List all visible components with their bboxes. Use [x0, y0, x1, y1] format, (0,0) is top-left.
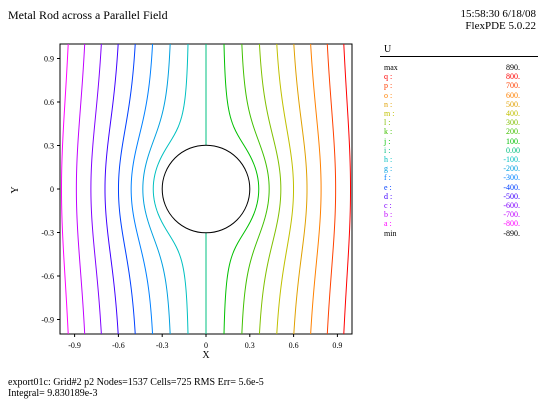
footer-grid-stats: export01c: Grid#2 p2 Nodes=1537 Cells=72… [8, 377, 264, 388]
timestamp-block: 15:58:30 6/18/08 FlexPDE 5.0.22 [461, 8, 536, 32]
contour-line-c [90, 43, 102, 335]
legend-level-value: -500. [503, 191, 520, 201]
x-axis-label: X [202, 350, 210, 361]
legend-level-label: n : [384, 99, 393, 109]
legend-level-value: -200. [503, 164, 520, 174]
footer-integral: Integral= 9.830189e-3 [8, 388, 98, 399]
legend-level-label: o : [384, 90, 393, 100]
contour-line-b [75, 43, 86, 335]
x-tick-label: 0 [204, 341, 208, 350]
legend-level-value: -400. [503, 182, 520, 192]
contour-line-a [60, 43, 69, 335]
legend-level-value: 890. [506, 63, 520, 72]
legend-level-value: 0.00 [506, 145, 520, 155]
legend-level-label: max [384, 63, 398, 72]
x-tick-label: 0.9 [332, 341, 342, 350]
x-tick-label: -0.9 [68, 341, 81, 350]
y-axis-ticks: 0.9 0.6 0.3 0 -0.3 -0.6 -0.9 [41, 55, 60, 325]
legend-level-label: p : [384, 81, 393, 91]
legend-level-value: 100. [506, 136, 520, 146]
x-tick-label: -0.6 [112, 341, 125, 350]
contour-line-f [130, 43, 154, 335]
legend-level-label: min [384, 228, 397, 238]
legend-level-label: a : [384, 219, 392, 229]
y-tick-label: 0.3 [44, 142, 54, 151]
legend-level-value: -800. [503, 219, 520, 229]
legend-level-value: 600. [506, 90, 520, 100]
legend-level-label: c : [384, 201, 392, 210]
legend-level-value: -300. [503, 173, 520, 183]
contour-line-h [152, 43, 189, 335]
contour-line-n [293, 43, 308, 335]
legend-level-value: -890. [503, 228, 520, 238]
footer-stats: export01c: Grid#2 p2 Nodes=1537 Cells=72… [8, 377, 264, 399]
contour-line-q [343, 43, 352, 335]
contour-line-e [117, 43, 136, 335]
y-tick-label: -0.6 [41, 272, 54, 281]
x-tick-label: 0.6 [289, 341, 299, 350]
legend-level-value: -600. [503, 201, 520, 210]
legend-level-label: l : [384, 118, 391, 128]
timestamp: 15:58:30 6/18/08 [460, 8, 536, 20]
contour-lines [60, 43, 352, 335]
y-tick-label: -0.9 [41, 316, 54, 325]
legend-level-label: i : [384, 145, 391, 155]
x-axis-ticks: -0.9 -0.6 -0.3 0 0.3 0.6 0.9 [68, 334, 342, 350]
software-version: FlexPDE 5.0.22 [465, 20, 536, 32]
contour-line-j [223, 43, 260, 335]
y-tick-label: 0.9 [44, 55, 54, 64]
legend-level-label: q : [384, 72, 393, 82]
legend-divider [380, 56, 538, 57]
contour-line-d [104, 43, 119, 335]
x-tick-label: 0.3 [245, 341, 255, 350]
legend-level-label: g : [384, 164, 393, 174]
contour-line-o [310, 43, 322, 335]
contour-line-l [258, 43, 282, 335]
legend-level-value: 700. [506, 81, 520, 91]
legend-level-value: -100. [503, 155, 520, 164]
y-tick-label: 0 [50, 185, 54, 194]
legend-level-value: -700. [503, 210, 520, 220]
contour-line-k [241, 43, 270, 335]
y-axis-label: Y [10, 186, 21, 193]
plot-title: Metal Rod across a Parallel Field [8, 8, 168, 22]
x-tick-label: -0.3 [156, 341, 169, 350]
contour-line-p [326, 43, 337, 335]
legend-level-label: f : [384, 173, 391, 183]
legend-level-label: d : [384, 191, 393, 201]
legend-level-value: 800. [506, 72, 520, 82]
legend-level-label: j : [384, 136, 391, 146]
y-tick-label: -0.3 [41, 229, 54, 238]
y-tick-label: 0.6 [44, 98, 54, 107]
metal-rod-boundary [161, 144, 251, 234]
legend-level-value: 300. [506, 118, 520, 128]
legend-level-value: 200. [506, 127, 520, 137]
legend-level-value: 400. [506, 109, 520, 118]
legend-title: U [384, 44, 392, 55]
legend-level-label: b : [384, 210, 393, 220]
contour-line-m [276, 43, 295, 335]
contour-line-g [142, 43, 171, 335]
legend-level-label: e : [384, 182, 392, 192]
legend-level-label: m : [384, 109, 395, 118]
legend-level-value: 500. [506, 99, 520, 109]
legend-level-label: h : [384, 155, 393, 164]
legend-level-label: k : [384, 127, 393, 137]
